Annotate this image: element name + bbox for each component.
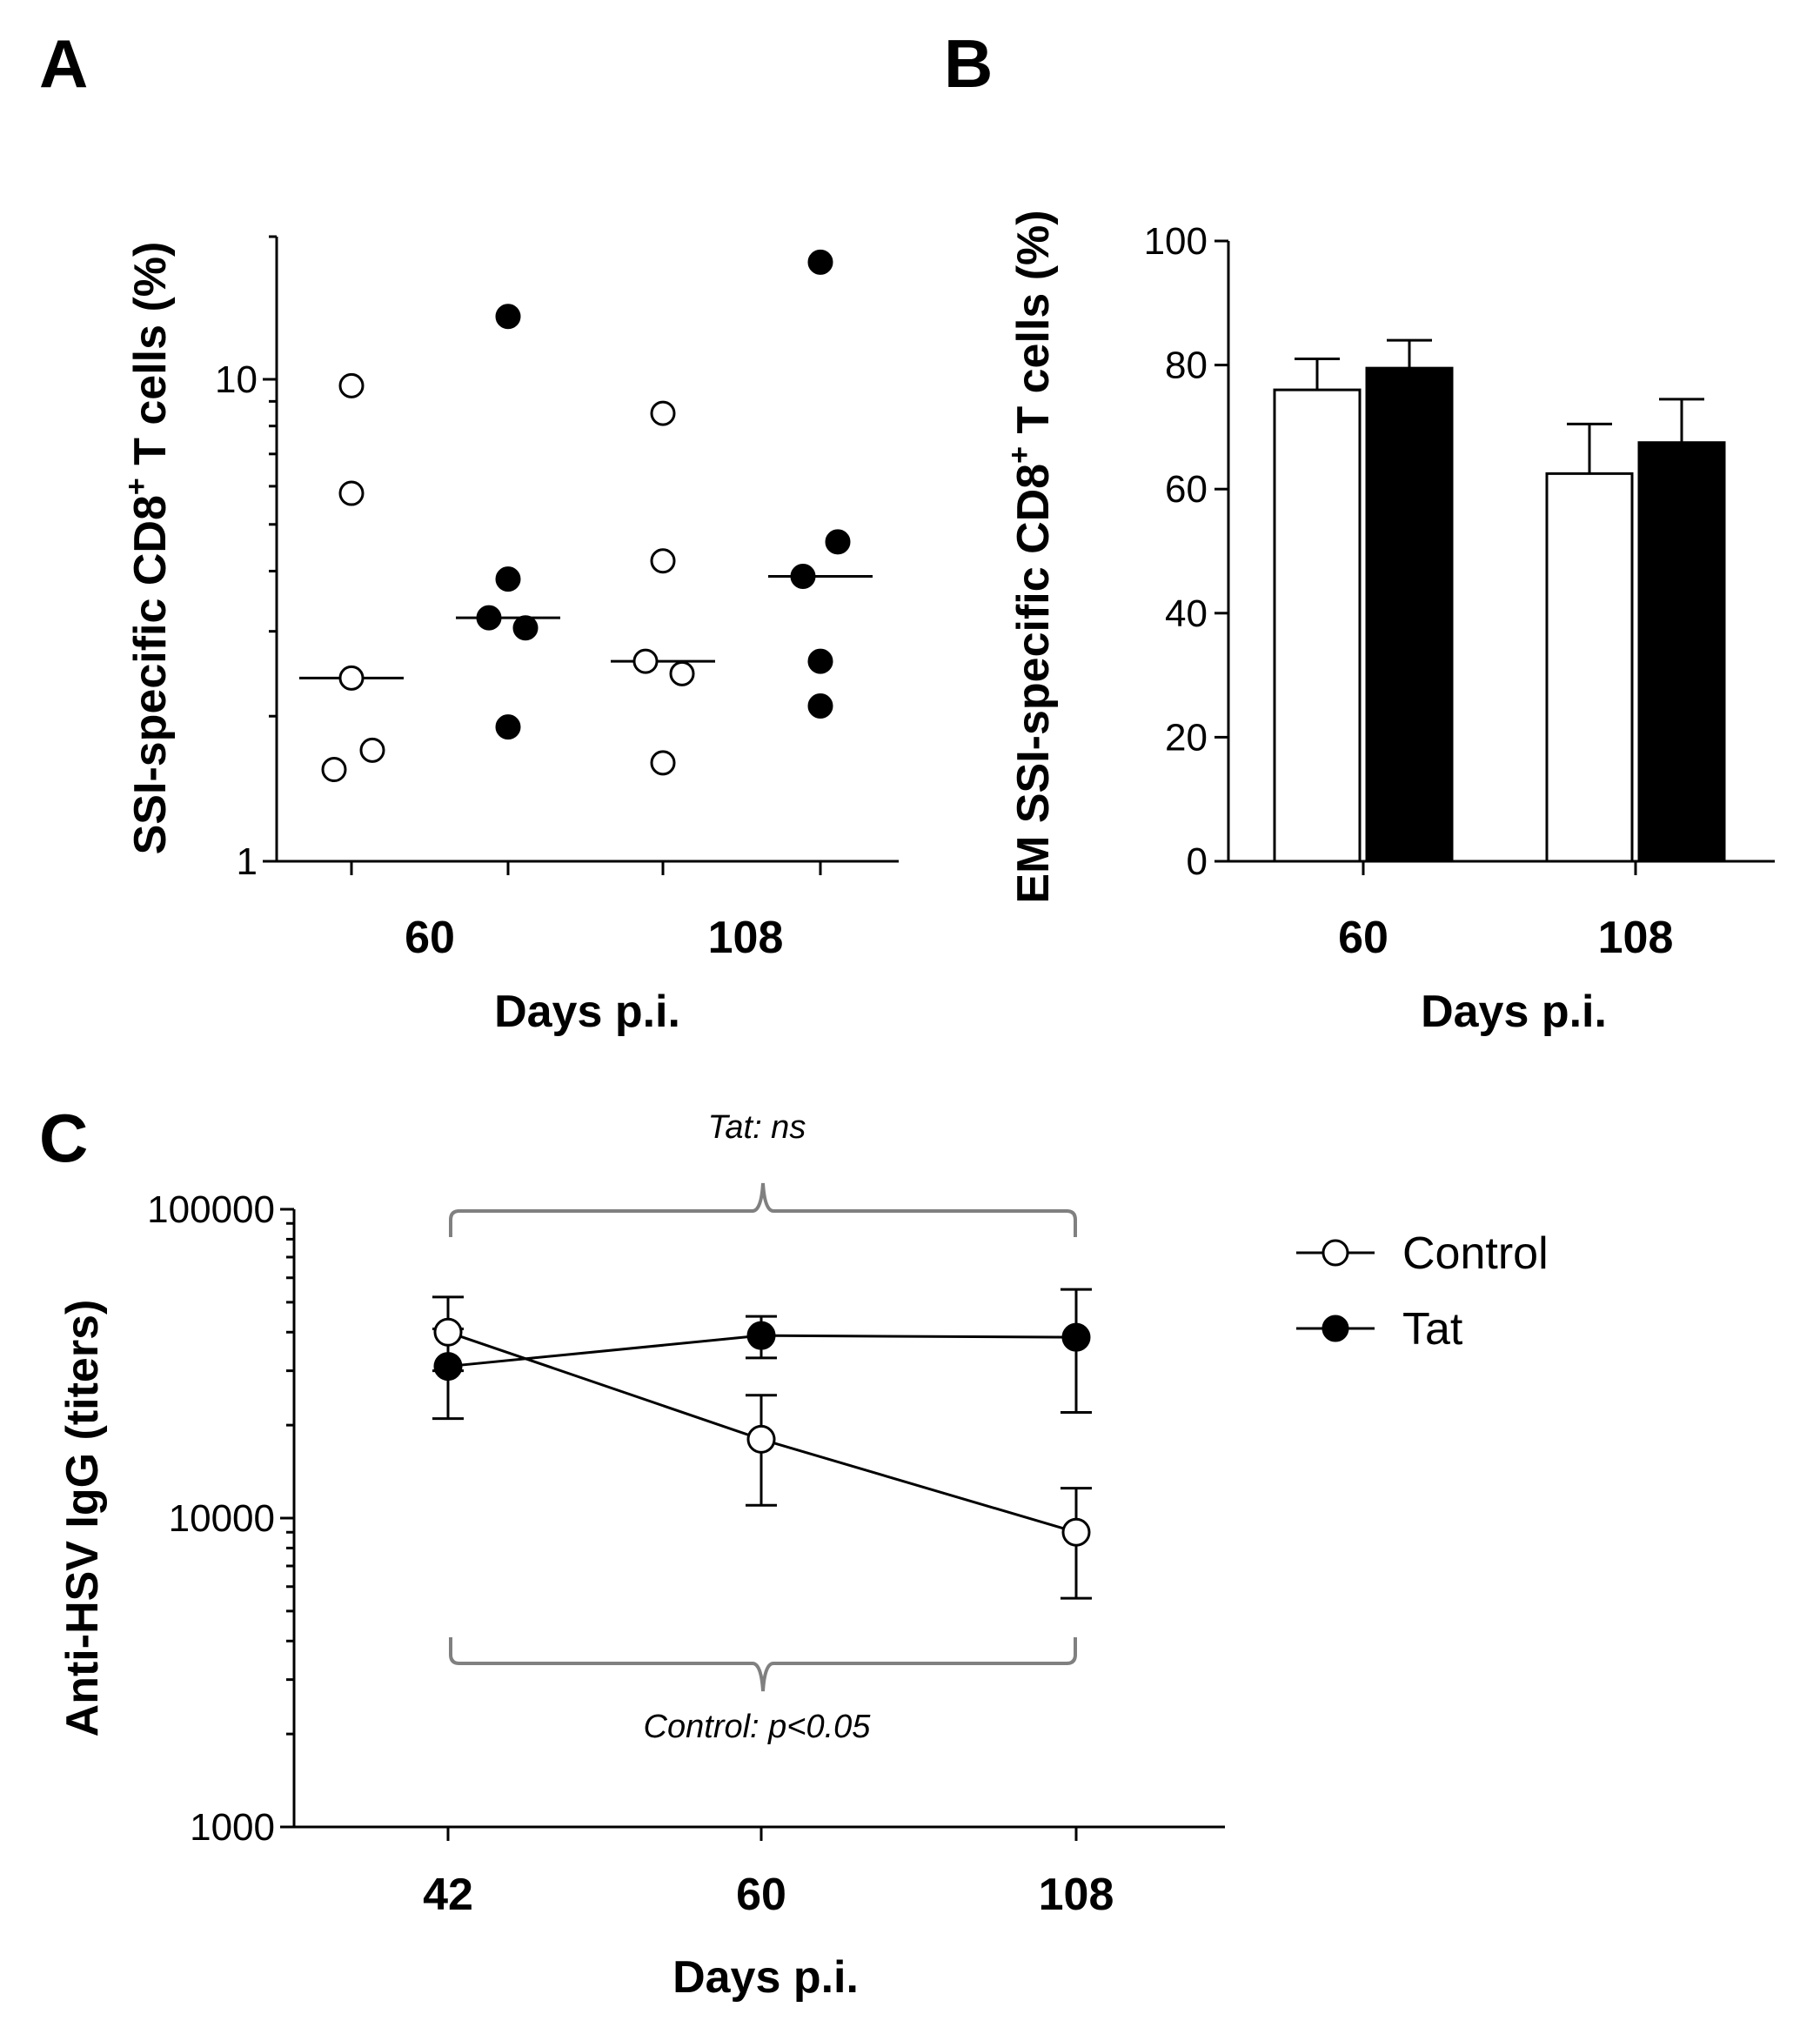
annotation-control-p: Control: p<0.05 [644, 1709, 872, 1745]
panel-a-control-point [650, 750, 676, 776]
panel-c-y-tick-label: 10000 [169, 1497, 275, 1540]
tat-point [746, 1321, 776, 1350]
panel-a-tat-point [512, 615, 539, 641]
panel-b-x-axis-label: Days p.i. [1421, 987, 1607, 1037]
panel-a-tat-point [476, 605, 502, 631]
panel-letter-a: A [39, 25, 88, 102]
panel-a-y-axis-label: SSI-specific CD8+ T cells (%) [120, 242, 176, 855]
panel-a-x-category-108: 108 [708, 913, 784, 963]
panel-a-tat-point [495, 304, 521, 330]
panel-a-tat-point [807, 249, 833, 275]
panel-b-x-category-60: 60 [1338, 913, 1388, 963]
tat-point [1061, 1322, 1091, 1352]
panel-a-control-point [359, 737, 385, 763]
brace-bottom [449, 1637, 1077, 1692]
control-point [746, 1424, 776, 1454]
panel-b-y-tick-label: 80 [1165, 345, 1208, 387]
panel-a-y-tick-label: 1 [237, 840, 258, 883]
panel-c-x-axis-label: Days p.i. [672, 1952, 859, 2003]
control-point [433, 1317, 463, 1347]
panel-c-y-tick-label: 100000 [147, 1188, 275, 1231]
panel-b-y-axis-label: EM SSI-specific CD8+ T cells (%) [1003, 210, 1059, 903]
panel-b-y-tick-label: 40 [1165, 592, 1208, 635]
panel-b-y-tick-label: 0 [1187, 840, 1208, 883]
panel-a-tat-point [807, 692, 833, 719]
panel-a-control-point [338, 372, 365, 398]
panel-letter-b: B [944, 25, 993, 102]
legend-control-label: Control [1402, 1228, 1549, 1279]
panel-a-control-point [669, 660, 695, 686]
panel-a-control-point [338, 480, 365, 506]
panel-letter-c: C [39, 1100, 88, 1176]
panel-b-bar-tat [1365, 366, 1454, 863]
panel-b-bar-tat [1637, 441, 1726, 863]
panel-b-y-tick-label: 100 [1144, 220, 1208, 263]
panel-b-bar-control [1545, 472, 1634, 863]
control-point [1061, 1517, 1091, 1547]
panel-c-x-category-60: 60 [736, 1870, 786, 1920]
panel-a-control-point [632, 648, 659, 674]
tat-point [433, 1352, 463, 1382]
legend-control-marker [1322, 1239, 1349, 1267]
panel-b: 0 20 40 60 80 100 60 108 Days p.i. EM SSI-spe… [1003, 210, 1775, 1037]
panel-a-control-point [650, 400, 676, 426]
panel-a-x-axis-label: Days p.i. [494, 987, 680, 1037]
panel-c-x-category-108: 108 [1039, 1870, 1114, 1920]
panel-c-y-tick-label: 1000 [190, 1806, 275, 1849]
legend-tat-label: Tat [1402, 1304, 1463, 1355]
panel-a-control-point [650, 548, 676, 574]
panel-b-bar-control [1273, 388, 1362, 863]
panel-b-y-tick-label: 60 [1165, 468, 1208, 511]
panel-b-y-tick-label: 20 [1165, 716, 1208, 759]
panel-a-tat-point [495, 714, 521, 740]
panel-a: 1 10 60 108 Days p.i. SSI-specific CD8+ T… [120, 235, 899, 1037]
panel-c-y-axis-label: Anti-HSV IgG (titers) [57, 1300, 108, 1737]
panel-c-x-category-42: 42 [423, 1870, 473, 1920]
legend: Control Tat [1296, 1228, 1549, 1355]
panel-a-tat-point [790, 564, 816, 590]
panel-a-control-point [321, 757, 347, 783]
panel-b-x-category-108: 108 [1598, 913, 1674, 963]
legend-tat-marker [1322, 1315, 1349, 1342]
panel-a-control-point [338, 665, 365, 691]
panel-a-tat-point [807, 648, 833, 674]
annotation-tat-ns: Tat: ns [708, 1109, 806, 1146]
panel-a-tat-point [495, 566, 521, 592]
panel-a-x-category-60: 60 [405, 913, 455, 963]
brace-top [449, 1182, 1077, 1237]
panel-a-y-tick-label: 10 [215, 358, 258, 401]
panel-a-tat-point [825, 529, 851, 555]
